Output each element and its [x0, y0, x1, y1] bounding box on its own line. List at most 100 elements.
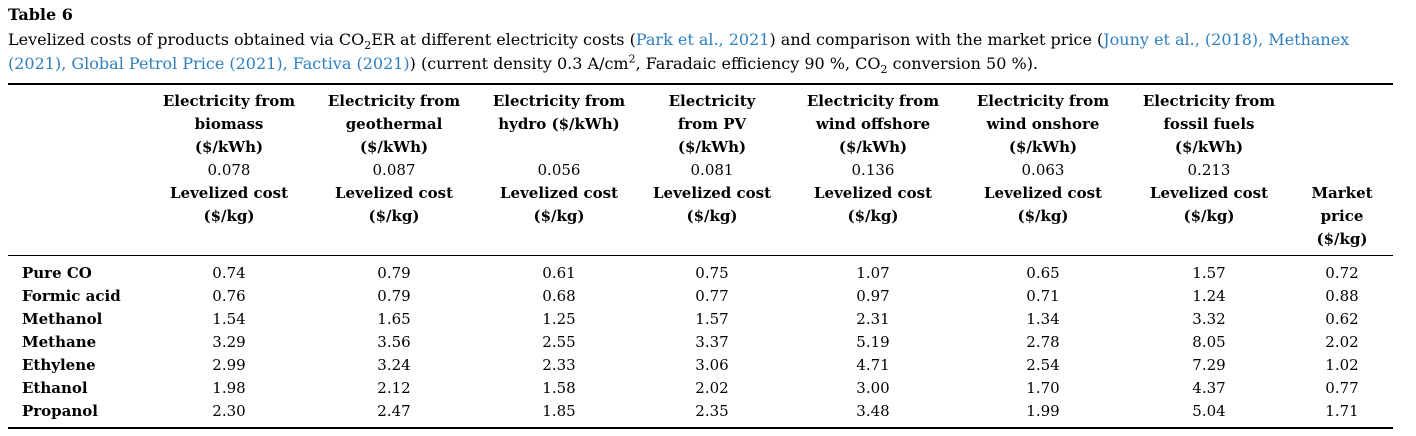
- levelized-cost-cell: 8.05: [1192, 333, 1226, 351]
- levelized-cost-cell: 0.97: [856, 287, 890, 305]
- electricity-price: 0.056: [537, 161, 581, 179]
- header-line: Electricity from: [806, 92, 940, 110]
- levelized-cost-cell: 1.07: [856, 264, 890, 282]
- reference-link-market-sources[interactable]: Jouny et al., (2018), Methanex (2021), G…: [8, 30, 1350, 73]
- caption-text: Levelized costs of products obtained via…: [8, 30, 365, 49]
- header-line: ($/kg): [368, 207, 420, 225]
- header-line: price: [1320, 207, 1364, 225]
- table-row: Ethylene 2.99 3.24 2.33 3.06 4.71 2.54 7.29 1.02: [0, 354, 1416, 377]
- table-row: Methane 3.29 3.56 2.55 3.37 5.19 2.78 8.05 2.02: [0, 331, 1416, 354]
- levelized-cost-cell: 4.71: [856, 356, 890, 374]
- levelized-cost-cell: 7.29: [1192, 356, 1226, 374]
- levelized-cost-cell: 2.30: [212, 402, 246, 420]
- market-price-cell: 0.77: [1325, 379, 1359, 397]
- market-price-cell: 1.71: [1325, 402, 1359, 420]
- market-price-cell: 0.88: [1325, 287, 1359, 305]
- table-bottom-rule: [8, 427, 1393, 429]
- product-name: Pure CO: [22, 264, 92, 282]
- levelized-cost-cell: 0.75: [695, 264, 729, 282]
- levelized-cost-cell: 1.25: [542, 310, 576, 328]
- header-line: Levelized cost: [334, 184, 454, 202]
- levelized-cost-cell: 3.48: [856, 402, 890, 420]
- header-line: ($/kg): [203, 207, 255, 225]
- table-label: Table 6: [8, 5, 73, 24]
- header-line: biomass: [194, 115, 264, 133]
- header-line: [484, 136, 634, 159]
- market-price-header: Market price ($/kg): [1302, 182, 1382, 251]
- levelized-cost-cell: 0.76: [212, 287, 246, 305]
- header-line: wind onshore: [986, 115, 1100, 133]
- product-name: Methane: [22, 333, 97, 351]
- column-header: Electricity from wind offshore ($/kWh) 0.13…: [798, 90, 948, 228]
- header-line: Electricity: [668, 92, 756, 110]
- header-line: fossil fuels: [1163, 115, 1255, 133]
- header-line: Levelized cost: [499, 184, 619, 202]
- levelized-cost-cell: 2.47: [377, 402, 411, 420]
- levelized-cost-cell: 2.99: [212, 356, 246, 374]
- levelized-cost-cell: 0.74: [212, 264, 246, 282]
- product-name: Ethylene: [22, 356, 96, 374]
- header-line: wind offshore: [815, 115, 931, 133]
- header-line: ($/kWh): [194, 138, 264, 156]
- levelized-cost-cell: 2.33: [542, 356, 576, 374]
- caption-text: conversion 50 %).: [887, 54, 1039, 73]
- market-price-cell: 0.72: [1325, 264, 1359, 282]
- levelized-cost-cell: 1.24: [1192, 287, 1226, 305]
- levelized-cost-cell: 1.54: [212, 310, 246, 328]
- levelized-cost-cell: 2.55: [542, 333, 576, 351]
- header-line: Levelized cost: [652, 184, 772, 202]
- header-line: ($/kWh): [359, 138, 429, 156]
- electricity-price: 0.063: [1021, 161, 1065, 179]
- header-line: ($/kWh): [677, 138, 747, 156]
- levelized-cost-cell: 2.35: [695, 402, 729, 420]
- levelized-cost-cell: 3.37: [695, 333, 729, 351]
- electricity-price: 0.213: [1187, 161, 1231, 179]
- caption-text: ER at different electricity costs (: [371, 30, 636, 49]
- levelized-cost-cell: 0.77: [695, 287, 729, 305]
- column-header: Electricity from geothermal ($/kWh) 0.087 Le…: [319, 90, 469, 228]
- levelized-cost-cell: 1.58: [542, 379, 576, 397]
- levelized-cost-cell: 2.02: [695, 379, 729, 397]
- header-line: ($/kg): [686, 207, 738, 225]
- levelized-cost-cell: 0.71: [1026, 287, 1060, 305]
- levelized-cost-cell: 3.00: [856, 379, 890, 397]
- header-line: ($/kWh): [1174, 138, 1244, 156]
- table-caption: Levelized costs of products obtained via…: [8, 28, 1408, 76]
- caption-superscript: 2: [628, 52, 636, 66]
- header-line: ($/kg): [533, 207, 585, 225]
- header-line: from PV: [677, 115, 747, 133]
- electricity-price: 0.136: [851, 161, 895, 179]
- reference-link-park[interactable]: Park et al., 2021: [635, 30, 770, 49]
- market-price-cell: 0.62: [1325, 310, 1359, 328]
- column-header: Electricity from fossil fuels ($/kWh) 0.213…: [1134, 90, 1284, 228]
- levelized-cost-cell: 1.98: [212, 379, 246, 397]
- levelized-cost-cell: 0.61: [542, 264, 576, 282]
- caption-text: ) and comparison with the market price (: [769, 30, 1104, 49]
- header-line: Electricity from: [976, 92, 1110, 110]
- product-name: Formic acid: [22, 287, 121, 305]
- levelized-cost-cell: 1.57: [695, 310, 729, 328]
- market-price-cell: 2.02: [1325, 333, 1359, 351]
- header-line: Electricity from: [162, 92, 296, 110]
- column-header: Electricity from hydro ($/kWh) 0.056 Leveli…: [484, 90, 634, 228]
- table-header-rule: [8, 255, 1393, 256]
- table-row: Pure CO 0.74 0.79 0.61 0.75 1.07 0.65 1.57 0.72: [0, 262, 1416, 285]
- electricity-price: 0.087: [372, 161, 416, 179]
- levelized-cost-cell: 2.31: [856, 310, 890, 328]
- levelized-cost-cell: 3.32: [1192, 310, 1226, 328]
- market-price-cell: 1.02: [1325, 356, 1359, 374]
- levelized-cost-cell: 5.19: [856, 333, 890, 351]
- caption-subscript: 2: [364, 39, 372, 53]
- table-top-rule: [8, 83, 1393, 85]
- header-line: Electricity from: [492, 92, 626, 110]
- header-line: Electricity from: [1142, 92, 1276, 110]
- levelized-cost-cell: 3.29: [212, 333, 246, 351]
- header-line: Levelized cost: [983, 184, 1103, 202]
- table-row: Ethanol 1.98 2.12 1.58 2.02 3.00 1.70 4.37 0.77: [0, 377, 1416, 400]
- header-line: Electricity from: [327, 92, 461, 110]
- levelized-cost-cell: 0.79: [377, 287, 411, 305]
- levelized-cost-cell: 1.65: [377, 310, 411, 328]
- levelized-cost-cell: 2.78: [1026, 333, 1060, 351]
- header-line: Market: [1311, 184, 1373, 202]
